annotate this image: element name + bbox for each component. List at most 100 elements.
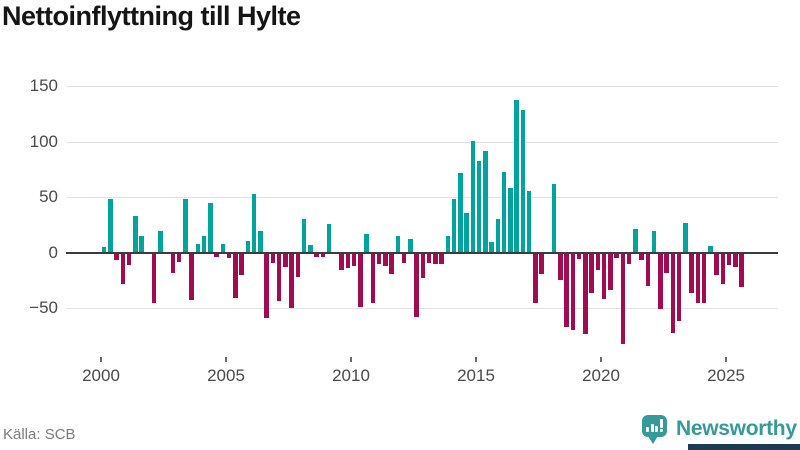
x-axis-tick-2000 [100, 357, 102, 362]
source-note: Källa: SCB [3, 426, 76, 443]
bar-2007Q3 [289, 252, 294, 309]
bar-2020Q2 [608, 252, 613, 291]
bar-2004Q3 [214, 252, 219, 258]
x-axis-tick-2005 [225, 357, 227, 362]
bar-2016Q1 [501, 171, 507, 253]
bar-2005Q2 [233, 252, 238, 299]
bar-2022Q4 [670, 252, 676, 333]
bar-2003Q4 [195, 243, 201, 253]
bar-2004Q1 [201, 236, 207, 253]
y-axis-label-0: 0 [48, 242, 58, 262]
bar-2012Q2 [408, 239, 413, 253]
bar-2016Q3 [514, 99, 519, 253]
bar-2012Q1 [401, 252, 407, 263]
bar-2017Q3 [539, 252, 544, 274]
bar-2018Q4 [570, 252, 576, 331]
bar-2019Q2 [583, 252, 588, 334]
bar-2009Q3 [339, 252, 344, 271]
newsworthy-speech-bubble-chart-icon [642, 415, 667, 444]
bar-2010Q4 [370, 252, 376, 303]
bar-2000Q1 [101, 247, 107, 253]
bar-2014Q1 [451, 199, 457, 253]
y-axis-label-100: 100 [29, 131, 58, 151]
bar-2021Q3 [639, 252, 644, 261]
bar-2010Q2 [358, 252, 363, 308]
bar-2001Q1 [126, 252, 132, 265]
bar-2015Q1 [476, 160, 482, 253]
bar-2022Q1 [651, 230, 657, 253]
bar-2025Q1 [726, 252, 732, 265]
bar-2023Q4 [695, 252, 701, 303]
bar-2001Q2 [133, 216, 138, 253]
bar-2018Q1 [551, 183, 557, 253]
bar-2022Q2 [658, 252, 663, 310]
bar-2019Q3 [589, 252, 594, 293]
zero-axis-line [66, 251, 778, 254]
bar-2016Q4 [520, 109, 526, 253]
bar-2024Q3 [714, 252, 719, 275]
x-axis-label-2010: 2010 [332, 366, 370, 385]
x-axis-tick-2025 [725, 357, 727, 362]
logo-exclamation-dot [660, 429, 663, 432]
bar-2005Q4 [245, 240, 251, 253]
bar-2011Q3 [389, 252, 394, 274]
bar-2011Q4 [395, 236, 401, 253]
bar-2015Q4 [495, 219, 501, 253]
bar-2003Q3 [189, 252, 194, 301]
bar-2003Q1 [176, 252, 182, 262]
bar-2015Q3 [489, 241, 494, 253]
bar-2014Q3 [464, 212, 469, 253]
bar-2024Q4 [720, 252, 726, 284]
x-axis-tick-2010 [350, 357, 352, 362]
bar-2000Q3 [114, 252, 119, 261]
logo-bar-tall [650, 424, 654, 432]
bar-2002Q1 [151, 252, 157, 303]
y-axis-label-50: 50 [39, 187, 58, 207]
bar-2008Q1 [301, 219, 307, 253]
bar-2009Q4 [345, 252, 351, 269]
bar-2019Q4 [595, 252, 601, 271]
bar-2022Q3 [664, 252, 669, 273]
bar-2002Q2 [158, 230, 163, 253]
bar-2019Q1 [576, 252, 582, 260]
bar-2006Q1 [251, 193, 257, 253]
gridline--50 [66, 308, 778, 310]
bar-2004Q4 [220, 243, 226, 253]
bar-2023Q1 [676, 252, 682, 322]
y-axis-label--50: −50 [29, 298, 58, 318]
bar-2002Q4 [170, 252, 176, 273]
x-axis-label-2025: 2025 [707, 366, 745, 385]
bar-2015Q2 [483, 150, 488, 253]
bar-2010Q1 [351, 252, 357, 266]
bar-2008Q3 [314, 252, 319, 258]
bar-2006Q2 [258, 230, 263, 253]
bar-2007Q2 [283, 252, 288, 268]
bar-2012Q3 [414, 252, 419, 317]
bar-2023Q3 [689, 252, 694, 293]
gridline-150 [66, 86, 778, 88]
logo-bar-small [646, 427, 649, 432]
bar-2009Q1 [326, 223, 332, 253]
logo-exclamation-stem [660, 419, 663, 428]
bar-2020Q4 [620, 252, 626, 344]
chart-title: Nettoinflyttning till Hylte [2, 1, 301, 31]
bar-2013Q4 [445, 236, 451, 253]
bar-2007Q4 [295, 252, 301, 278]
bar-2005Q3 [239, 252, 244, 275]
bar-2023Q2 [683, 222, 688, 253]
bar-2001Q3 [139, 236, 144, 253]
x-axis-label-2000: 2000 [82, 366, 120, 385]
bar-2006Q4 [270, 252, 276, 263]
x-axis-tick-2020 [600, 357, 602, 362]
bar-2000Q4 [120, 252, 126, 284]
bar-2004Q2 [208, 202, 213, 253]
bar-2025Q3 [739, 252, 744, 288]
bar-2006Q3 [264, 252, 269, 319]
bar-2003Q2 [183, 199, 188, 253]
bar-2010Q3 [364, 233, 369, 253]
gridline-50 [66, 197, 778, 199]
bar-2021Q1 [626, 252, 632, 264]
x-axis-tick-2015 [475, 357, 477, 362]
bar-2017Q1 [526, 190, 532, 253]
